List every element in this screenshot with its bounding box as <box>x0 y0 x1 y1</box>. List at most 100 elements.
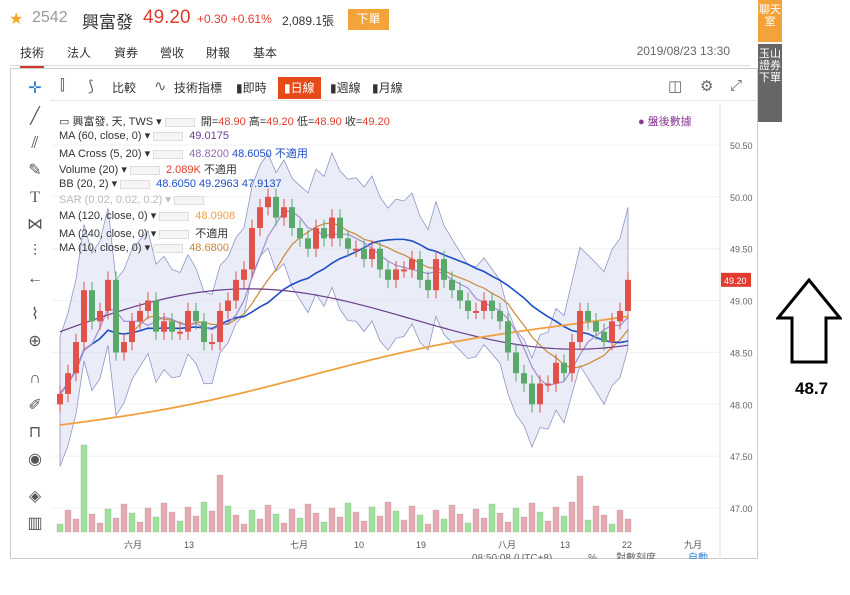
candle-body <box>481 300 487 311</box>
volume-bar <box>128 512 136 533</box>
legend-main: ▭ 興富發, 天, TWS ▾ 開=48.90 高=49.20 低=48.90 … <box>59 116 390 128</box>
tab-revenue[interactable]: 營收 <box>160 46 185 60</box>
order-button[interactable]: 下單 <box>348 9 389 30</box>
status-scale: 對數刻度 <box>616 551 656 559</box>
x-tick: 19 <box>416 540 426 550</box>
tab-technical[interactable]: 技術 <box>20 44 45 68</box>
volume-bar <box>424 523 432 533</box>
stock-name: 興富發 <box>82 13 133 32</box>
price-tick: 47.50 <box>730 452 753 462</box>
candle-body <box>473 310 479 313</box>
volume-bar <box>440 518 448 533</box>
volume-bar <box>616 509 624 533</box>
settings-icon[interactable]: ⚙ <box>700 78 714 95</box>
candle-body <box>137 310 143 322</box>
monthly-button[interactable]: ▮月線 <box>372 81 403 95</box>
tab-institutional[interactable]: 法人 <box>67 46 92 60</box>
star-icon[interactable]: ★ <box>9 11 24 28</box>
text-icon[interactable]: T <box>30 189 40 206</box>
current-price-tag <box>721 272 751 287</box>
indicators-icon[interactable]: ∿ <box>154 78 167 95</box>
candle-body <box>193 310 199 322</box>
volume-bar <box>600 514 608 533</box>
annotation-label: 48.7 <box>795 379 829 398</box>
volume-bar <box>96 522 104 533</box>
fork-icon[interactable]: ⫶ <box>32 243 37 260</box>
stock-code: 2542 <box>32 9 68 26</box>
after-hours-label[interactable]: ● 盤後數據 <box>638 116 692 128</box>
fib-icon[interactable]: ⫽ <box>31 135 39 152</box>
legend-ma240: MA (240, close, 0) ▾ 不適用 <box>59 228 229 240</box>
price-chart[interactable]: 50.50 50.00 49.50 49.00 48.50 48.00 47.50 47.00… <box>52 104 756 559</box>
candle-body <box>369 248 375 260</box>
candle-body <box>177 331 183 334</box>
legend-ma120: MA (120, close, 0) ▾ 48.0908 <box>59 210 236 222</box>
tab-bar: 技術 法人 資券 營收 財報 基本 2019/08/23 13:30 <box>10 36 750 68</box>
volume-bar <box>488 503 496 533</box>
volume-bar <box>416 514 424 533</box>
candle-body <box>545 383 551 386</box>
daily-button[interactable]: ▮日線 <box>278 77 321 99</box>
legend-macross: MA Cross (5, 20) ▾ 48.8200 48.6050 不適用 <box>59 148 308 160</box>
pencil-lock-icon[interactable]: ✐ <box>28 397 42 414</box>
volume-bar <box>448 504 456 533</box>
volume-bar <box>296 517 304 533</box>
ma120-line <box>59 315 629 426</box>
lock-icon[interactable]: ⊓ <box>28 424 42 441</box>
intraday-button[interactable]: ▮即時 <box>236 81 267 95</box>
ruler-icon[interactable]: ⌇ <box>31 306 39 323</box>
candle-body <box>393 269 399 280</box>
candle-body <box>561 362 567 374</box>
candle-body <box>209 342 215 345</box>
indicators-button[interactable]: 技術指標 <box>174 81 223 95</box>
candle-body <box>537 383 543 405</box>
tab-margin[interactable]: 資券 <box>114 46 139 60</box>
candle-body <box>385 269 391 280</box>
volume-bar <box>584 519 592 533</box>
candle-body <box>57 393 63 405</box>
tab-basic[interactable]: 基本 <box>253 46 278 60</box>
volume-bar <box>576 475 584 533</box>
compare-icon[interactable]: ⟆ <box>88 78 94 95</box>
candle-body <box>489 300 495 311</box>
weekly-button[interactable]: ▮週線 <box>330 81 361 95</box>
volume-bar <box>520 516 528 533</box>
volume-bar <box>376 515 384 533</box>
volume-bar <box>80 444 88 533</box>
eye-icon[interactable]: ◉ <box>28 451 42 468</box>
zoom-in-icon[interactable]: ⊕ <box>28 333 42 350</box>
brush-icon[interactable]: ✎ <box>28 162 42 179</box>
compare-button[interactable]: 比較 <box>112 81 137 95</box>
candle-body <box>129 321 135 343</box>
candle-body <box>289 207 295 228</box>
chart-toolbar: ⫿ ⟆ 比較 ∿ 技術指標 ▮即時 ▮日線 ▮週線 ▮月線 ◫ ⚙ ⤢ <box>50 71 756 101</box>
volume-bar <box>176 520 184 533</box>
volume-bar <box>496 512 504 533</box>
candle-body <box>121 342 127 353</box>
pattern-icon[interactable]: ⋈ <box>27 216 43 233</box>
fullscreen-icon[interactable]: ⤢ <box>730 77 743 94</box>
tab-financials[interactable]: 財報 <box>206 46 231 60</box>
layers-icon[interactable]: ◈ <box>28 488 42 505</box>
arrow-left-icon[interactable]: ← <box>27 270 43 287</box>
candle-body <box>345 238 351 249</box>
candle-body <box>273 196 279 218</box>
legend-volume: Volume (20) ▾ 2.089K 不適用 <box>59 164 237 176</box>
trendline-icon[interactable]: ╱ <box>30 108 40 125</box>
candle-body <box>457 290 463 301</box>
volume-bar <box>224 505 232 533</box>
magnet-icon[interactable]: ∩ <box>29 370 41 387</box>
volume-bar <box>184 506 192 533</box>
candle-body <box>257 207 263 228</box>
esun-order-button[interactable]: 玉山證券下單 <box>758 44 782 122</box>
candle-type-icon[interactable]: ⫿ <box>60 77 65 94</box>
volume-bar <box>168 511 176 533</box>
volume-bar <box>320 521 328 533</box>
crosshair-icon[interactable]: ✛ <box>28 80 42 97</box>
camera-icon[interactable]: ◫ <box>668 78 683 95</box>
candle-body <box>65 373 71 394</box>
chatroom-button[interactable]: 聊天室 <box>758 0 782 42</box>
candle-body <box>609 321 615 343</box>
x-tick: 六月 <box>124 539 142 550</box>
trash-icon[interactable]: ▥ <box>27 515 43 532</box>
